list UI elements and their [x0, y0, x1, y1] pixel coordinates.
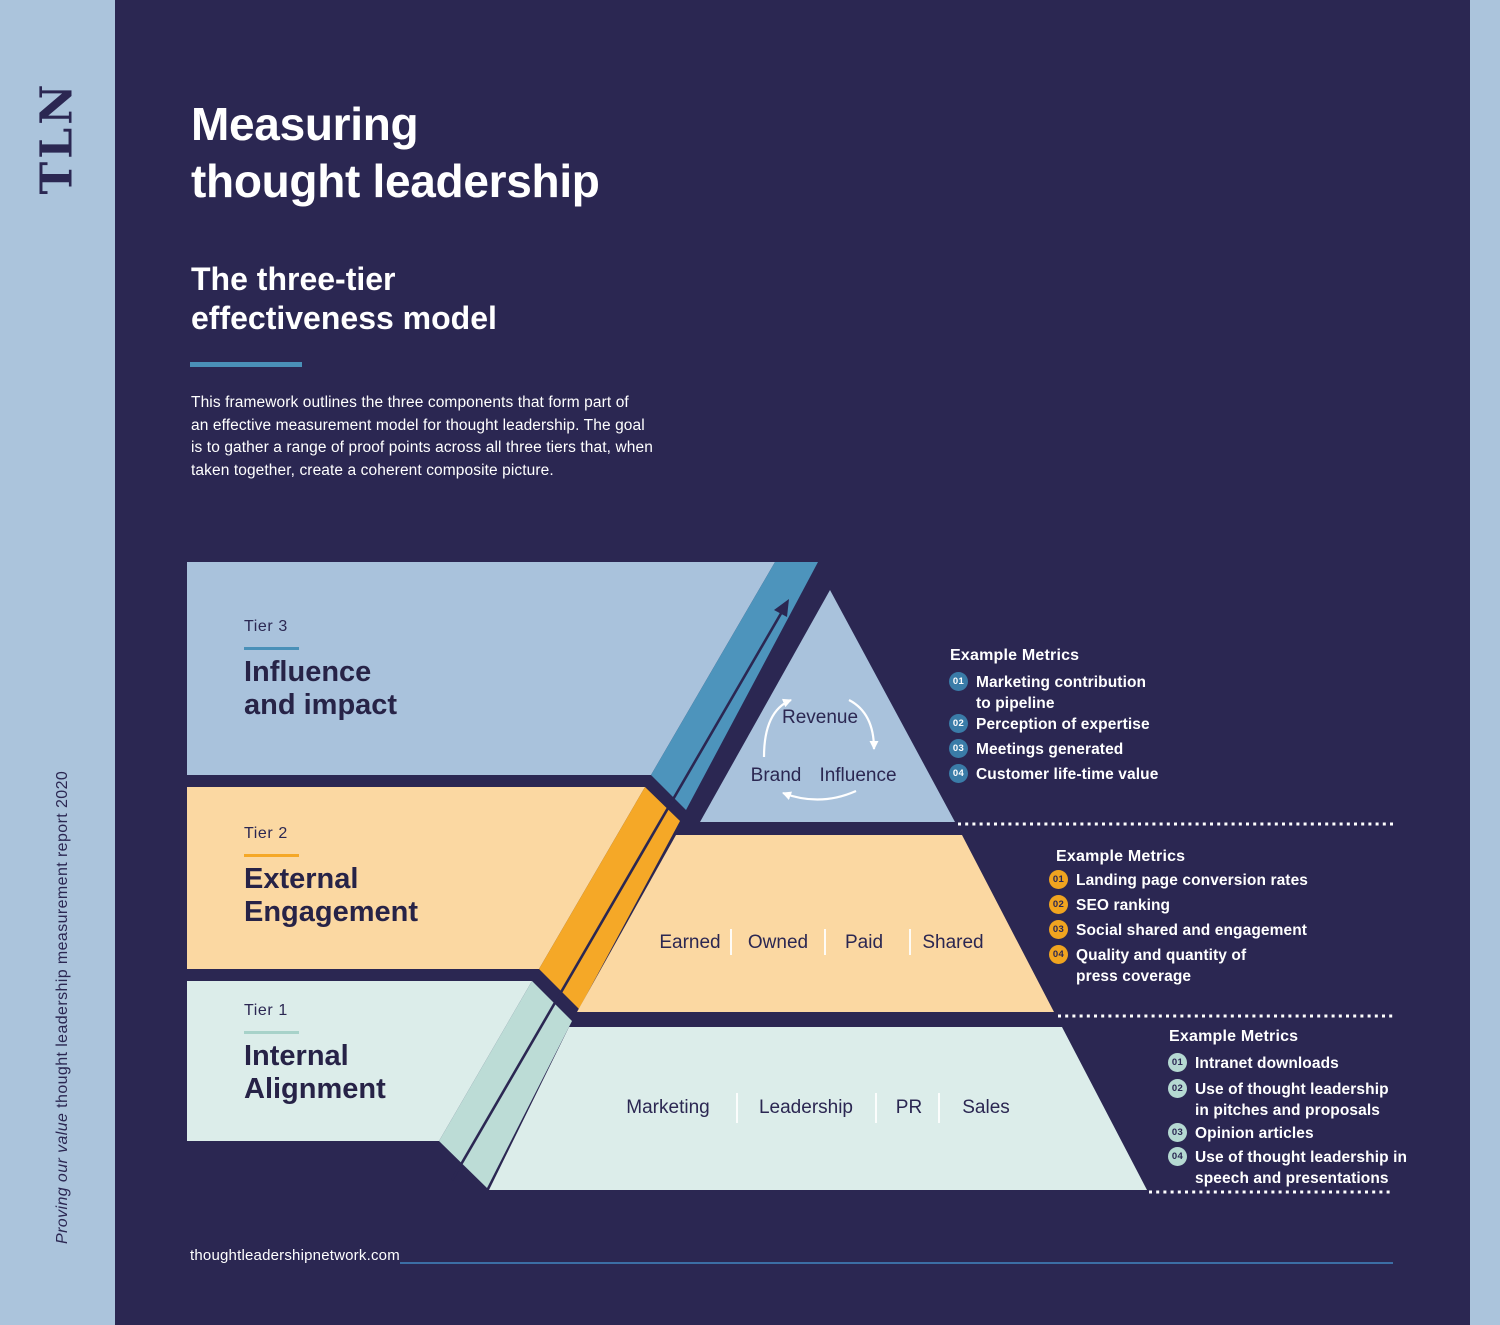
metric-number-badge: 02	[1168, 1079, 1187, 1098]
metric-text: Opinion articles	[1195, 1125, 1314, 1142]
description: This framework outlines the three compon…	[191, 392, 653, 482]
channel-label-sales: Sales	[962, 1097, 1010, 1118]
cycle-arrow-up-icon	[762, 698, 792, 758]
tier3-metrics-heading: Example Metrics	[950, 647, 1080, 664]
description-line: an effective measurement model for thoug…	[191, 416, 645, 434]
metric-item: 02 SEO ranking	[1049, 895, 1170, 916]
tier2-title-line: Engagement	[244, 896, 419, 928]
tier2-metrics-heading: Example Metrics	[1056, 848, 1186, 865]
metric-number-badge: 01	[1049, 870, 1068, 889]
description-line: is to gather a range of proof points acr…	[191, 439, 653, 456]
subtitle-line: The three-tier	[191, 261, 396, 297]
tier1-pyramid-trapezoid	[489, 1027, 1147, 1190]
tier3-title-line: Influence	[244, 656, 372, 688]
metric-text: Customer life-time value	[976, 766, 1159, 783]
channel-label-leadership: Leadership	[758, 1097, 854, 1118]
metric-number-badge: 02	[949, 714, 968, 733]
metric-text: SEO ranking	[1076, 897, 1171, 914]
tier3-pyramid-triangle	[700, 590, 955, 822]
title-line: Measuring	[191, 98, 419, 150]
metric-item: 03 Opinion articles	[1168, 1123, 1314, 1144]
metric-text: Intranet downloads	[1195, 1055, 1339, 1072]
left-panel	[0, 0, 115, 1325]
tier2-underline	[244, 854, 299, 857]
tier2-ribbon-segment	[539, 787, 680, 1009]
page-title: Measuring thought leadership	[191, 96, 600, 210]
accent-bar	[190, 362, 302, 367]
tier1-title-line: Alignment	[244, 1073, 386, 1105]
cycle-label-brand: Brand	[750, 765, 802, 786]
metric-text: speech and presentations	[1195, 1170, 1389, 1187]
metric-item: 04 Use of thought leadership in speech an…	[1168, 1147, 1407, 1189]
metric-item: 03 Meetings generated	[949, 739, 1123, 760]
cycle-label-influence: Influence	[819, 765, 897, 786]
footer-rule	[400, 1262, 1393, 1264]
metric-text: Landing page conversion rates	[1076, 872, 1309, 889]
tier3-underline	[244, 647, 299, 650]
website-link[interactable]: thoughtleadershipnetwork.com	[190, 1247, 400, 1264]
channel-label-marketing: Marketing	[626, 1097, 710, 1118]
tier1-label: Tier 1	[244, 1002, 288, 1019]
channel-label-earned: Earned	[659, 932, 721, 953]
cycle-arrow-back-icon	[782, 789, 857, 801]
tier1-title: Internal Alignment	[244, 1040, 386, 1106]
metric-text: to pipeline	[976, 695, 1055, 712]
ascending-arrow-head-icon	[774, 599, 789, 617]
metric-item: 01 Marketing contribution to pipeline	[949, 672, 1146, 714]
cycle-label-revenue: Revenue	[781, 707, 859, 728]
metric-text: Marketing contribution	[976, 674, 1147, 691]
tier2-title: External Engagement	[244, 863, 418, 929]
metric-number-badge: 01	[949, 672, 968, 691]
channel-label-owned: Owned	[747, 932, 809, 953]
metric-text: in pitches and proposals	[1195, 1102, 1380, 1119]
description-line: taken together, create a coherent compos…	[191, 461, 554, 479]
description-line: This framework outlines the three compon…	[191, 394, 629, 411]
metric-item: 04 Quality and quantity of press coverage	[1049, 945, 1246, 987]
metric-number-badge: 01	[1168, 1053, 1187, 1072]
metric-text: Use of thought leadership	[1195, 1081, 1389, 1098]
subtitle-line: effectiveness model	[191, 300, 497, 336]
metric-number-badge: 02	[1049, 895, 1068, 914]
metric-item: 01 Intranet downloads	[1168, 1053, 1339, 1074]
metric-text: Perception of expertise	[976, 716, 1150, 733]
tier2-pyramid-trapezoid	[577, 835, 1054, 1012]
metric-item: 04 Customer life-time value	[949, 764, 1158, 785]
ascending-arrow-line	[450, 609, 785, 1181]
tier3-block	[187, 562, 775, 775]
channel-label-paid: Paid	[844, 932, 884, 953]
metric-item: 02 Use of thought leadership in pitches a…	[1168, 1079, 1389, 1121]
metric-number-badge: 04	[949, 764, 968, 783]
tier2-label: Tier 2	[244, 825, 288, 842]
metric-number-badge: 03	[949, 739, 968, 758]
channel-label-pr: PR	[895, 1097, 923, 1118]
metric-number-badge: 03	[1168, 1123, 1187, 1142]
metric-item: 03 Social shared and engagement	[1049, 920, 1307, 941]
tier3-title-line: and impact	[244, 689, 398, 721]
tier2-block	[187, 787, 645, 969]
tier1-title-line: Internal	[244, 1040, 349, 1072]
tier1-block	[187, 981, 532, 1141]
metric-number-badge: 04	[1168, 1147, 1187, 1166]
metric-text: Quality and quantity of	[1076, 947, 1247, 964]
tier2-title-line: External	[244, 863, 359, 895]
right-panel	[1470, 0, 1500, 1325]
tier3-label: Tier 3	[244, 618, 288, 635]
metric-item: 01 Landing page conversion rates	[1049, 870, 1308, 891]
channel-label-shared: Shared	[922, 932, 984, 953]
metric-number-badge: 04	[1049, 945, 1068, 964]
metric-number-badge: 03	[1049, 920, 1068, 939]
title-line: thought leadership	[191, 155, 600, 207]
metric-text: Social shared and engagement	[1076, 922, 1308, 939]
tier3-title: Influence and impact	[244, 656, 397, 722]
metric-text: Use of thought leadership in	[1195, 1149, 1408, 1166]
cycle-arrow-down-icon	[848, 699, 879, 750]
tier1-metrics-heading: Example Metrics	[1169, 1028, 1299, 1045]
subtitle: The three-tier effectiveness model	[191, 260, 497, 338]
metric-text: Meetings generated	[976, 741, 1124, 758]
tier1-underline	[244, 1031, 299, 1034]
metric-item: 02 Perception of expertise	[949, 714, 1150, 735]
metric-text: press coverage	[1076, 968, 1192, 985]
